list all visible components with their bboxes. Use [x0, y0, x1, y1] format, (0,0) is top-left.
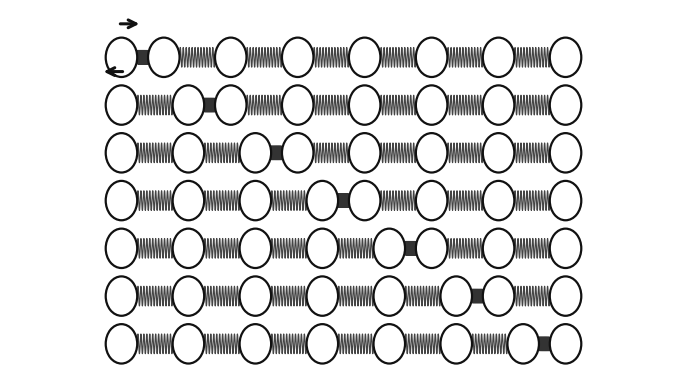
Ellipse shape: [106, 229, 137, 268]
Ellipse shape: [550, 133, 581, 172]
Ellipse shape: [240, 133, 271, 172]
Ellipse shape: [106, 276, 137, 316]
Ellipse shape: [106, 133, 137, 172]
Ellipse shape: [550, 38, 581, 77]
Ellipse shape: [374, 276, 405, 316]
Ellipse shape: [172, 85, 204, 125]
Ellipse shape: [240, 324, 271, 363]
Ellipse shape: [215, 85, 247, 125]
Ellipse shape: [172, 181, 204, 220]
Ellipse shape: [416, 38, 447, 77]
Ellipse shape: [306, 181, 338, 220]
Ellipse shape: [416, 133, 447, 172]
Ellipse shape: [550, 181, 581, 220]
Ellipse shape: [374, 324, 405, 363]
Ellipse shape: [349, 181, 381, 220]
Ellipse shape: [483, 229, 515, 268]
Ellipse shape: [282, 133, 313, 172]
Ellipse shape: [416, 229, 447, 268]
Ellipse shape: [106, 85, 137, 125]
Ellipse shape: [483, 276, 515, 316]
Ellipse shape: [483, 181, 515, 220]
Ellipse shape: [508, 324, 539, 363]
Ellipse shape: [483, 133, 515, 172]
Ellipse shape: [240, 181, 271, 220]
Ellipse shape: [106, 38, 137, 77]
Ellipse shape: [240, 276, 271, 316]
Ellipse shape: [106, 181, 137, 220]
Ellipse shape: [349, 85, 381, 125]
Ellipse shape: [172, 229, 204, 268]
Ellipse shape: [282, 85, 313, 125]
Ellipse shape: [416, 181, 447, 220]
Ellipse shape: [106, 324, 137, 363]
Ellipse shape: [172, 276, 204, 316]
Ellipse shape: [282, 38, 313, 77]
Ellipse shape: [240, 229, 271, 268]
Ellipse shape: [306, 229, 338, 268]
Ellipse shape: [440, 276, 472, 316]
Ellipse shape: [349, 38, 381, 77]
Ellipse shape: [172, 324, 204, 363]
Ellipse shape: [483, 85, 515, 125]
Ellipse shape: [374, 229, 405, 268]
Ellipse shape: [483, 38, 515, 77]
Ellipse shape: [550, 276, 581, 316]
Ellipse shape: [172, 133, 204, 172]
Ellipse shape: [306, 276, 338, 316]
Ellipse shape: [550, 324, 581, 363]
Ellipse shape: [306, 324, 338, 363]
Ellipse shape: [416, 85, 447, 125]
Ellipse shape: [349, 133, 381, 172]
Ellipse shape: [550, 229, 581, 268]
Ellipse shape: [148, 38, 179, 77]
Ellipse shape: [550, 85, 581, 125]
Ellipse shape: [440, 324, 472, 363]
Ellipse shape: [215, 38, 247, 77]
